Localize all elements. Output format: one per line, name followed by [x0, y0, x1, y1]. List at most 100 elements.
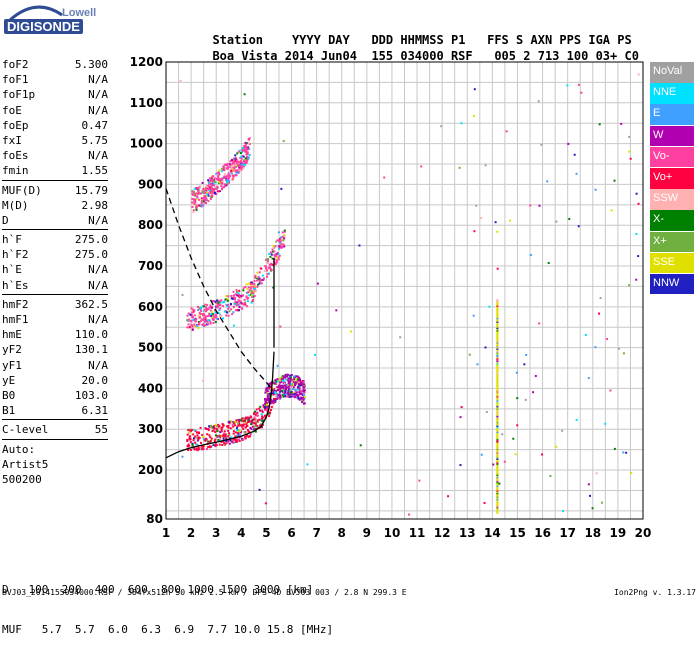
echo-point: [226, 182, 229, 185]
legend-entry: NoVal: [650, 62, 694, 83]
echo-point: [234, 293, 237, 296]
echo-point: [226, 305, 229, 308]
echo-point: [242, 421, 245, 424]
echo-point: [221, 317, 224, 320]
echo-point: [242, 289, 245, 292]
echo-point: [217, 177, 220, 180]
echo-point: [242, 423, 245, 426]
echo-point: [191, 205, 194, 208]
y-tick-label: 800: [138, 218, 163, 232]
param-value: 5.75: [81, 133, 109, 147]
echo-point: [224, 434, 227, 437]
echo-point: [279, 379, 282, 382]
echo-point: [295, 378, 298, 381]
echo-point: [230, 172, 233, 175]
echo-point: [261, 417, 264, 420]
echo-point: [228, 437, 231, 440]
echo-point: [196, 439, 199, 442]
echo-point: [284, 390, 287, 393]
x-tick-label: 2: [187, 526, 195, 540]
echo-point: [230, 294, 233, 297]
echo-point: [298, 376, 301, 379]
echo-point: [231, 313, 234, 316]
echo-point: [249, 291, 252, 294]
x-tick-label: 4: [237, 526, 245, 540]
echo-point: [201, 197, 204, 200]
echo-point: [280, 384, 283, 387]
echo-point: [258, 277, 261, 280]
noise-point: [264, 502, 267, 505]
noise-point: [622, 352, 625, 355]
noise-point: [496, 230, 499, 233]
echo-point: [254, 276, 257, 279]
echo-point: [282, 389, 285, 392]
echo-point: [272, 247, 275, 250]
echo-point: [220, 427, 223, 430]
echo-point: [231, 164, 234, 167]
noise-point: [598, 312, 601, 315]
echo-point: [193, 429, 196, 432]
echo-point: [221, 168, 224, 171]
echo-point: [255, 408, 258, 411]
echo-point: [196, 324, 199, 327]
echo-point: [207, 440, 210, 443]
echo-point: [269, 383, 272, 386]
param-row: M(D) 2.98: [2, 198, 108, 213]
noise-point: [408, 513, 411, 516]
echo-point: [301, 399, 304, 402]
echo-point: [273, 250, 276, 253]
echo-point: [198, 192, 201, 195]
echo-point: [238, 166, 241, 169]
echo-point: [196, 444, 199, 447]
echo-point: [213, 440, 216, 443]
echo-point: [289, 380, 292, 383]
echo-point: [221, 181, 224, 184]
echo-point: [244, 163, 247, 166]
echo-point: [220, 435, 223, 438]
noise-point: [459, 464, 462, 467]
echo-point: [253, 425, 256, 428]
param-value: 2.98: [81, 198, 109, 212]
echo-point: [230, 440, 233, 443]
echo-point: [240, 155, 243, 158]
echo-point: [211, 176, 214, 179]
echo-point: [287, 381, 290, 384]
echo-point: [209, 196, 212, 199]
echo-point: [218, 303, 221, 306]
echo-point: [284, 384, 287, 387]
echo-point: [280, 377, 283, 380]
echo-point: [292, 391, 295, 394]
echo-point: [269, 409, 272, 412]
noise-point: [524, 398, 527, 401]
echo-point: [294, 389, 297, 392]
echo-point: [210, 306, 213, 309]
echo-point: [224, 433, 227, 436]
echo-point: [246, 424, 249, 427]
param-value: 15.79: [74, 183, 108, 197]
echo-point: [211, 300, 214, 303]
echo-point: [236, 171, 239, 174]
echo-point: [292, 388, 295, 391]
legend-entry: Vo-: [650, 146, 694, 168]
echo-point: [236, 158, 239, 161]
echo-point: [202, 200, 205, 203]
echo-point: [210, 187, 213, 190]
echo-point: [227, 314, 230, 317]
echo-point: [260, 425, 263, 428]
x-tick-label: 16: [534, 526, 551, 540]
echo-point: [202, 436, 205, 439]
echo-point: [250, 301, 253, 304]
echo-point: [200, 200, 203, 203]
echo-point: [273, 254, 276, 257]
echo-point: [268, 397, 271, 400]
y-tick-label: 700: [138, 259, 163, 273]
param-key: B0: [2, 388, 16, 402]
noise-point: [635, 232, 638, 235]
param-value: N/A: [88, 73, 108, 87]
echo-point: [249, 287, 252, 290]
echo-point: [227, 173, 230, 176]
echo-point: [207, 200, 210, 203]
echo-point: [292, 382, 295, 385]
echo-point: [200, 307, 203, 310]
echo-point: [201, 433, 204, 436]
